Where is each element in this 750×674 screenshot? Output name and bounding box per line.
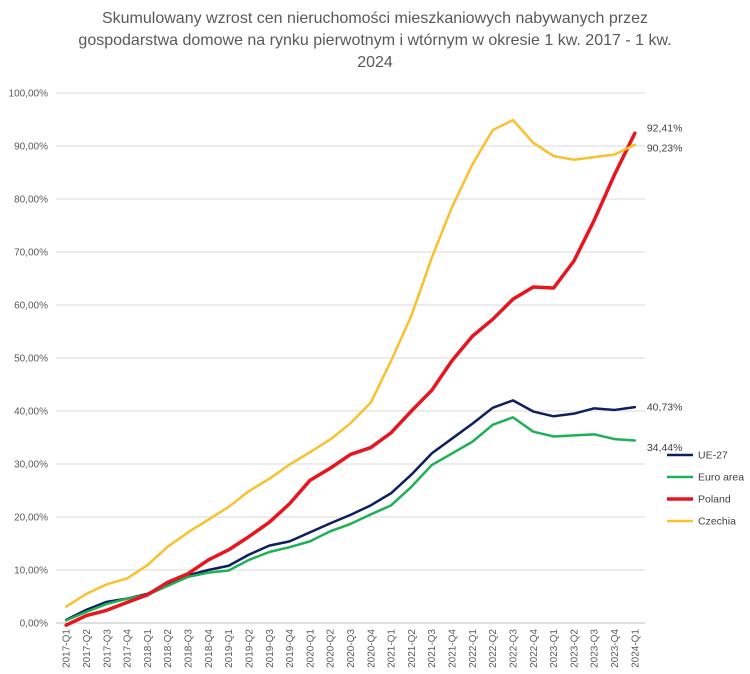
y-tick-label: 50,00% bbox=[14, 354, 48, 365]
y-tick-label: 100,00% bbox=[9, 89, 49, 100]
x-tick-label: 2017-Q2 bbox=[82, 629, 93, 668]
y-axis: 0,00% 10,00% 20,00% 30,00% 40,00% 50,00% 60,00… bbox=[9, 89, 49, 630]
x-tick-label: 2018-Q3 bbox=[184, 629, 195, 668]
end-value-label: 34,44% bbox=[647, 442, 683, 454]
x-tick-label: 2019-Q1 bbox=[224, 629, 235, 668]
x-tick-label: 2021-Q3 bbox=[427, 629, 438, 668]
x-tick-label: 2024-Q1 bbox=[630, 629, 641, 668]
series-line-czechia bbox=[64, 118, 637, 608]
x-tick-label: 2021-Q2 bbox=[407, 629, 418, 668]
chart-title: Skumulowany wzrost cen nieruchomości mie… bbox=[78, 10, 672, 71]
y-tick-label: 80,00% bbox=[14, 195, 48, 206]
end-value-label: 90,23% bbox=[647, 142, 683, 154]
x-axis: 2017-Q1 2017-Q2 2017-Q3 2017-Q4 2018-Q1 2018-… bbox=[62, 629, 642, 668]
x-tick-label: 2023-Q1 bbox=[549, 629, 560, 668]
x-tick-label: 2022-Q2 bbox=[488, 629, 499, 668]
y-tick-label: 90,00% bbox=[14, 142, 48, 153]
x-tick-label: 2017-Q1 bbox=[62, 629, 73, 668]
x-tick-label: 2017-Q3 bbox=[102, 629, 113, 668]
x-tick-label: 2020-Q3 bbox=[346, 629, 357, 668]
gridlines bbox=[56, 92, 645, 624]
series-line-euro-area bbox=[64, 416, 637, 622]
x-tick-label: 2020-Q1 bbox=[305, 629, 316, 668]
series-line-poland bbox=[64, 131, 637, 627]
legend-label: Poland bbox=[698, 494, 731, 506]
x-tick-label: 2019-Q2 bbox=[244, 629, 255, 668]
x-tick-label: 2021-Q4 bbox=[448, 629, 459, 668]
y-tick-label: 0,00% bbox=[20, 619, 48, 630]
x-tick-label: 2023-Q4 bbox=[610, 629, 621, 668]
x-tick-label: 2017-Q4 bbox=[123, 629, 134, 668]
end-labels: 40,73% 34,44% 92,41% 90,23% bbox=[647, 123, 683, 454]
x-tick-label: 2023-Q3 bbox=[590, 629, 601, 668]
x-tick-label: 2020-Q2 bbox=[326, 629, 337, 668]
x-tick-label: 2018-Q4 bbox=[204, 629, 215, 668]
legend: UE-27 Euro area Poland Czechia bbox=[667, 450, 744, 528]
y-tick-label: 10,00% bbox=[14, 566, 48, 577]
legend-label: Czechia bbox=[698, 516, 736, 528]
x-tick-label: 2022-Q3 bbox=[508, 629, 519, 668]
x-tick-label: 2019-Q4 bbox=[285, 629, 296, 668]
series-lines bbox=[64, 118, 637, 627]
x-tick-label: 2022-Q4 bbox=[529, 629, 540, 668]
legend-label: Euro area bbox=[698, 472, 744, 484]
x-tick-label: 2023-Q2 bbox=[569, 629, 580, 668]
end-value-label: 92,41% bbox=[647, 123, 683, 135]
y-tick-label: 60,00% bbox=[14, 301, 48, 312]
x-tick-label: 2020-Q4 bbox=[366, 629, 377, 668]
y-tick-label: 70,00% bbox=[14, 248, 48, 259]
x-tick-label: 2018-Q2 bbox=[163, 629, 174, 668]
x-tick-label: 2022-Q1 bbox=[468, 629, 479, 668]
series-line-ue-27 bbox=[64, 399, 637, 622]
y-tick-label: 40,00% bbox=[14, 407, 48, 418]
y-tick-label: 30,00% bbox=[14, 460, 48, 471]
legend-label: UE-27 bbox=[698, 450, 728, 462]
x-tick-label: 2018-Q1 bbox=[143, 629, 154, 668]
x-tick-label: 2019-Q3 bbox=[265, 629, 276, 668]
x-tick-label: 2021-Q1 bbox=[387, 629, 398, 668]
y-tick-label: 20,00% bbox=[14, 513, 48, 524]
end-value-label: 40,73% bbox=[647, 402, 683, 414]
